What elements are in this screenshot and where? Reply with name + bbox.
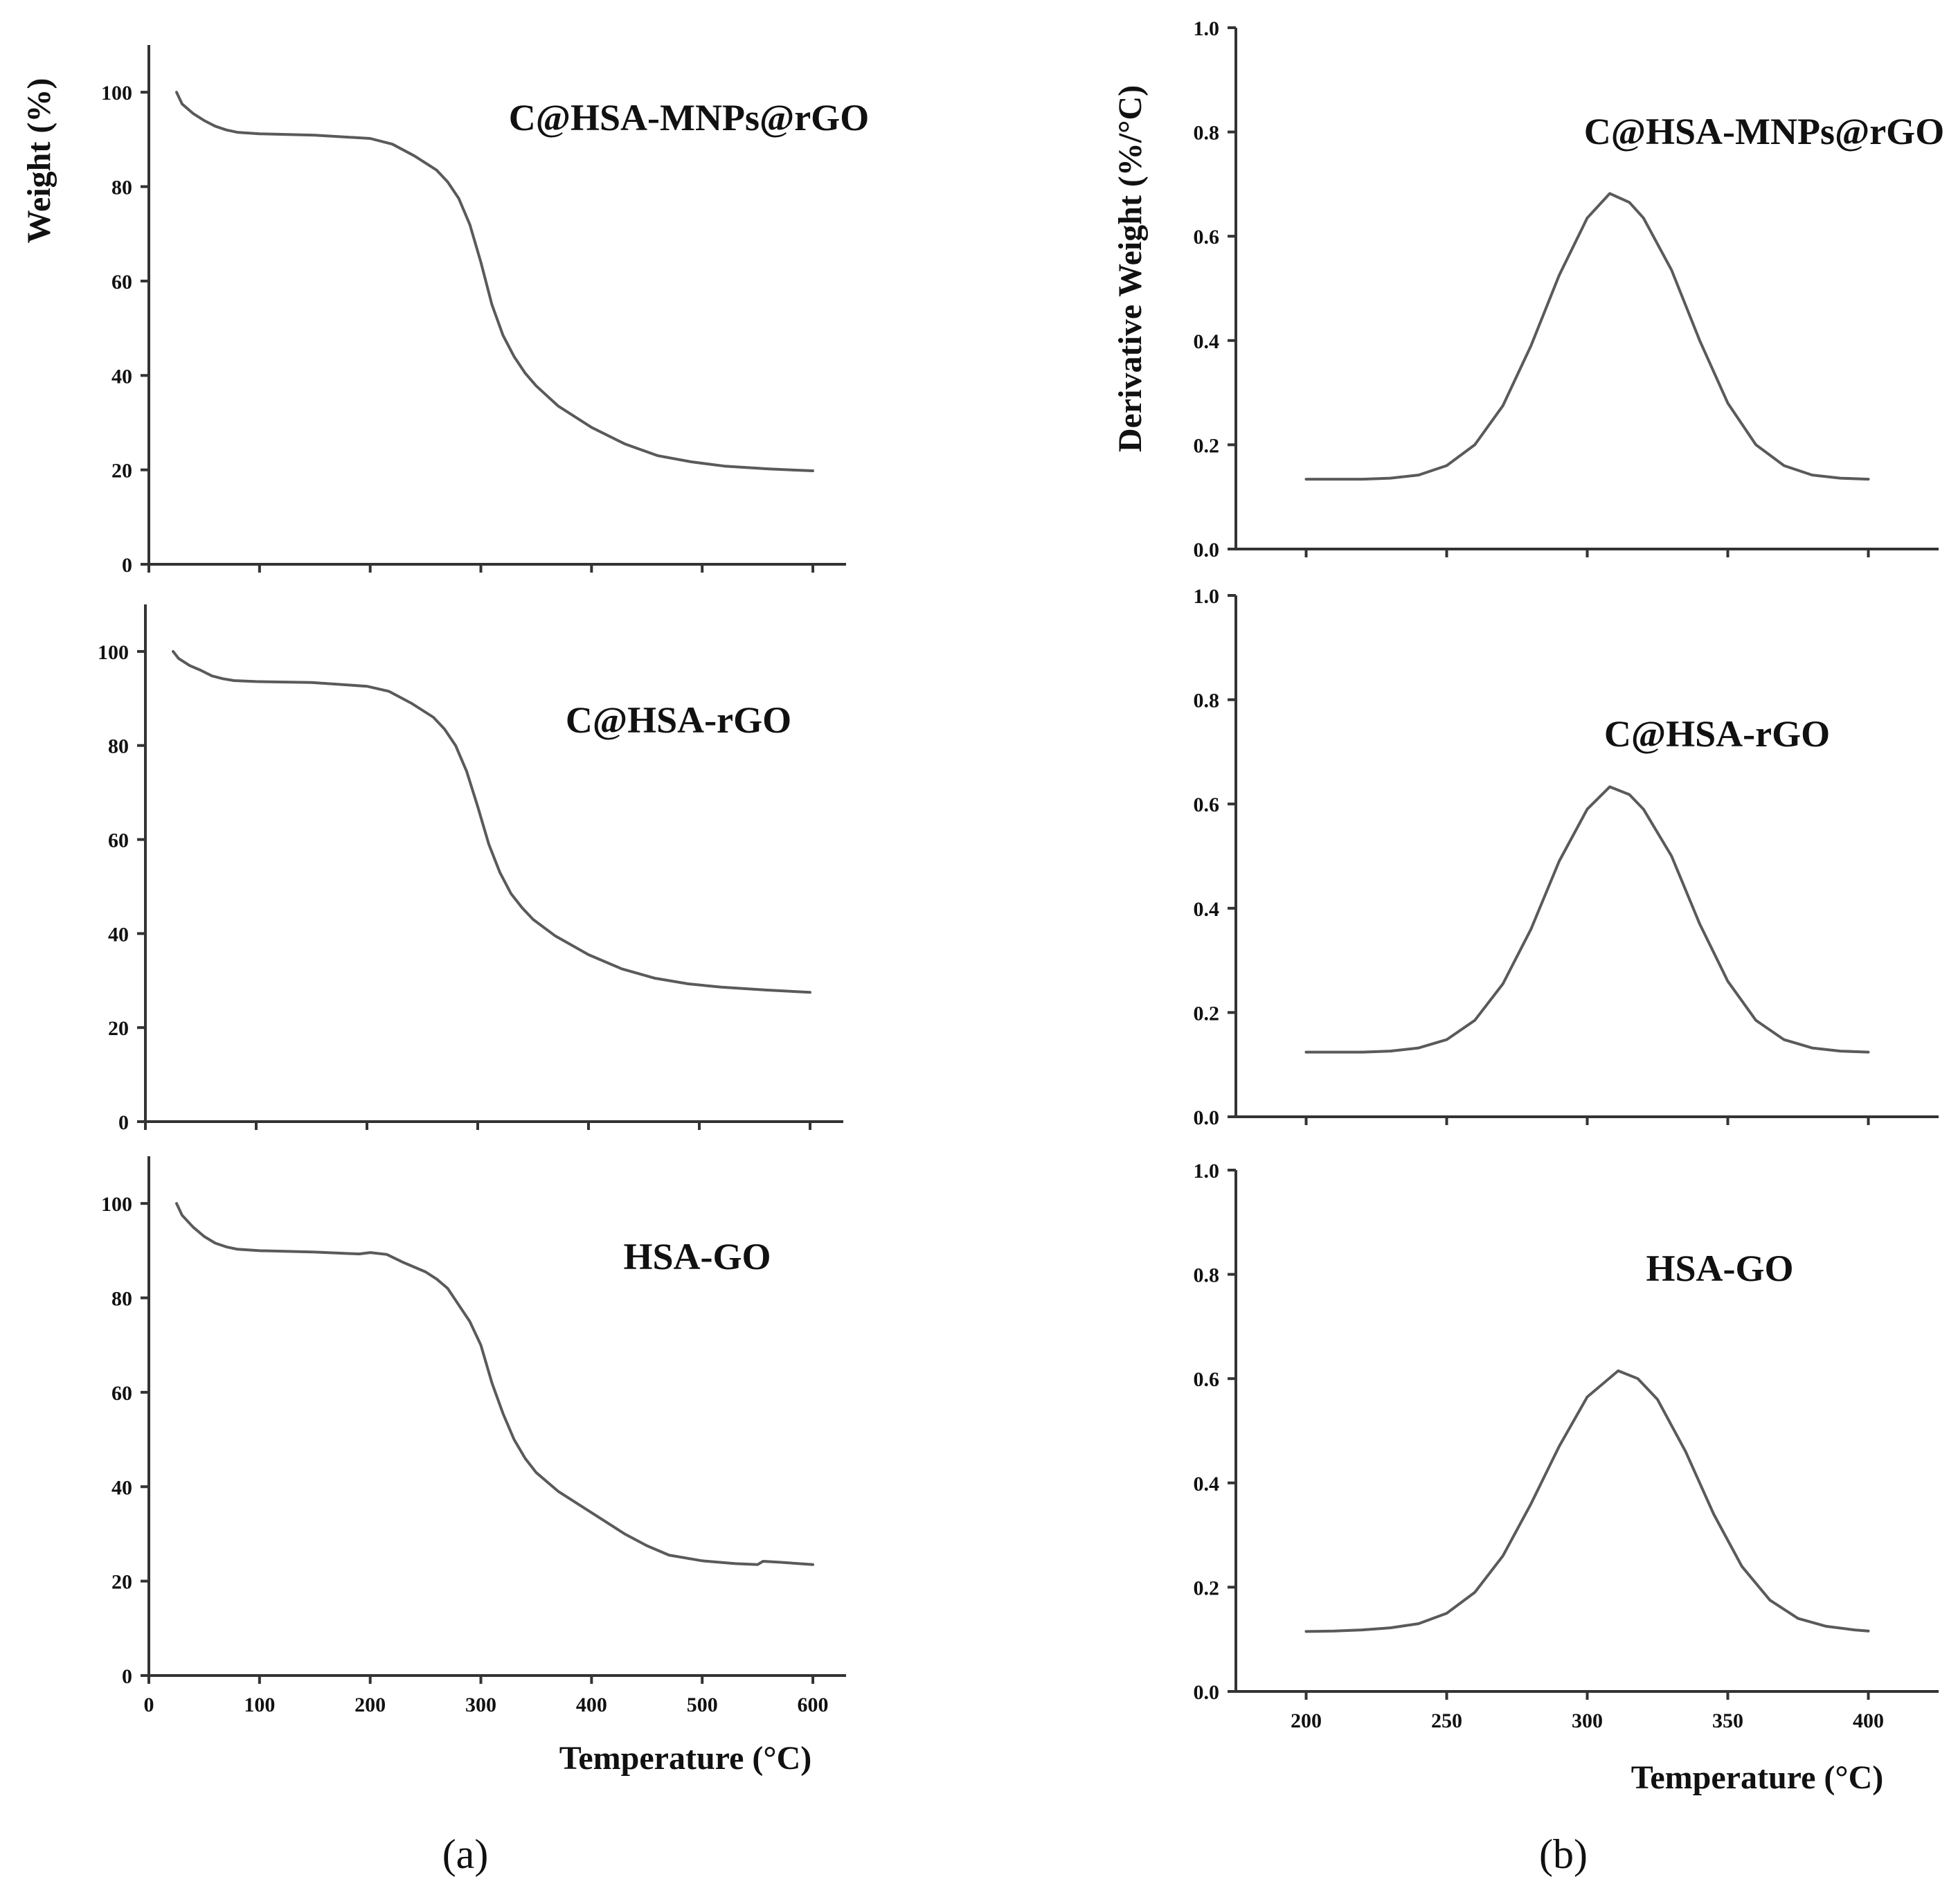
x-tick-label: 100 <box>244 1694 275 1716</box>
y-tick-label: 60 <box>108 829 129 852</box>
chart-tga-c-hsa-mnps-rgo: 0 20 40 60 80 100 C@HSA-MNPs@rGO Weight (%) <box>21 45 869 577</box>
y-tick-label: 100 <box>98 641 129 664</box>
y-axis-title: Derivative Weight (%/°C) <box>1112 85 1149 452</box>
x-tick-label: 400 <box>576 1694 607 1716</box>
x-tick-label: 200 <box>1291 1709 1322 1732</box>
y-tick-label: 40 <box>111 1476 132 1499</box>
series-line-dtg-c-hsa-rgo <box>1304 785 1870 1054</box>
charts-layer: 0 20 40 60 80 100 C@HSA-MNPs@rGO Weight (%) 0 20 4… <box>21 17 1944 1796</box>
series-line-tga-c-hsa-mnps-rgo <box>175 91 814 472</box>
chart-title: C@HSA-MNPs@rGO <box>1584 111 1944 152</box>
x-tick-label: 0 <box>144 1694 154 1716</box>
chart-tga-hsa-go: 0 20 40 60 80 100 0 100 200 300 400 500 600 HSA-GO Tem… <box>101 1156 846 1777</box>
x-tick-label: 500 <box>687 1694 718 1716</box>
y-tick-label: 1.0 <box>1194 17 1220 40</box>
x-tick-label: 200 <box>354 1694 386 1716</box>
x-axis-title: Temperature (°C) <box>559 1740 811 1777</box>
y-tick-label: 100 <box>101 82 132 105</box>
x-tick-label: 400 <box>1853 1709 1884 1732</box>
y-tick-label: 0.0 <box>1194 1681 1220 1704</box>
y-tick-label: 40 <box>108 923 129 946</box>
y-tick-label: 100 <box>101 1193 132 1216</box>
y-tick-label: 0 <box>122 554 132 577</box>
series-line-dtg-c-hsa-mnps-rgo <box>1304 192 1870 481</box>
panel-label-b: (b) <box>1539 1831 1588 1877</box>
chart-title: C@HSA-rGO <box>1604 713 1830 755</box>
y-tick-label: 0 <box>122 1665 132 1688</box>
y-tick-label: 0.8 <box>1194 1264 1220 1287</box>
x-tick-label: 350 <box>1712 1709 1743 1732</box>
chart-tga-c-hsa-rgo: 0 20 40 60 80 100 C@HSA-rGO <box>98 604 843 1134</box>
chart-title: C@HSA-rGO <box>566 699 791 741</box>
y-tick-label: 0.2 <box>1194 434 1220 457</box>
panel-label-a: (a) <box>442 1831 489 1877</box>
y-tick-label: 60 <box>111 1382 132 1405</box>
y-tick-label: 0.8 <box>1194 122 1220 145</box>
y-tick-label: 80 <box>111 1288 132 1311</box>
x-tick-label: 300 <box>465 1694 496 1716</box>
y-tick-label: 0.8 <box>1194 690 1220 712</box>
chart-title: C@HSA-MNPs@rGO <box>509 97 869 138</box>
y-tick-label: 20 <box>111 460 132 483</box>
x-tick-label: 250 <box>1431 1709 1462 1732</box>
y-tick-label: 0.4 <box>1194 330 1220 353</box>
series-line-tga-hsa-go <box>175 1202 814 1566</box>
series-line-tga-c-hsa-rgo <box>172 649 811 994</box>
y-tick-label: 1.0 <box>1194 1160 1220 1183</box>
y-tick-label: 0.6 <box>1194 793 1220 816</box>
y-tick-label: 80 <box>108 735 129 758</box>
y-tick-label: 40 <box>111 365 132 388</box>
chart-dtg-c-hsa-mnps-rgo: 0.0 0.2 0.4 0.6 0.8 1.0 C@HSA-MNPs@rGO Derivati… <box>1112 17 1944 562</box>
series-line-dtg-hsa-go <box>1304 1369 1870 1633</box>
y-tick-label: 0.4 <box>1194 898 1220 921</box>
y-tick-label: 0.0 <box>1194 539 1220 562</box>
y-tick-label: 0.4 <box>1194 1473 1220 1496</box>
y-tick-label: 0.6 <box>1194 226 1220 249</box>
x-tick-label: 300 <box>1572 1709 1603 1732</box>
y-tick-label: 0.0 <box>1194 1106 1220 1129</box>
y-tick-label: 60 <box>111 271 132 294</box>
y-axis-title: Weight (%) <box>21 78 57 244</box>
y-tick-label: 80 <box>111 177 132 199</box>
chart-dtg-hsa-go: 0.0 0.2 0.4 0.6 0.8 1.0 200 250 300 350 400 HSA-GO T… <box>1194 1160 1939 1796</box>
y-tick-label: 20 <box>111 1571 132 1594</box>
x-axis-title: Temperature (°C) <box>1631 1759 1883 1796</box>
y-tick-label: 1.0 <box>1194 585 1220 608</box>
chart-title: HSA-GO <box>623 1236 771 1277</box>
chart-title: HSA-GO <box>1646 1248 1793 1289</box>
chart-dtg-c-hsa-rgo: 0.0 0.2 0.4 0.6 0.8 1.0 C@HSA-rGO <box>1194 585 1939 1129</box>
y-tick-label: 0.6 <box>1194 1368 1220 1391</box>
y-tick-label: 0.2 <box>1194 1002 1220 1025</box>
y-tick-label: 0 <box>118 1111 129 1134</box>
y-tick-label: 0.2 <box>1194 1577 1220 1599</box>
y-tick-label: 20 <box>108 1017 129 1040</box>
x-tick-label: 600 <box>798 1694 829 1716</box>
